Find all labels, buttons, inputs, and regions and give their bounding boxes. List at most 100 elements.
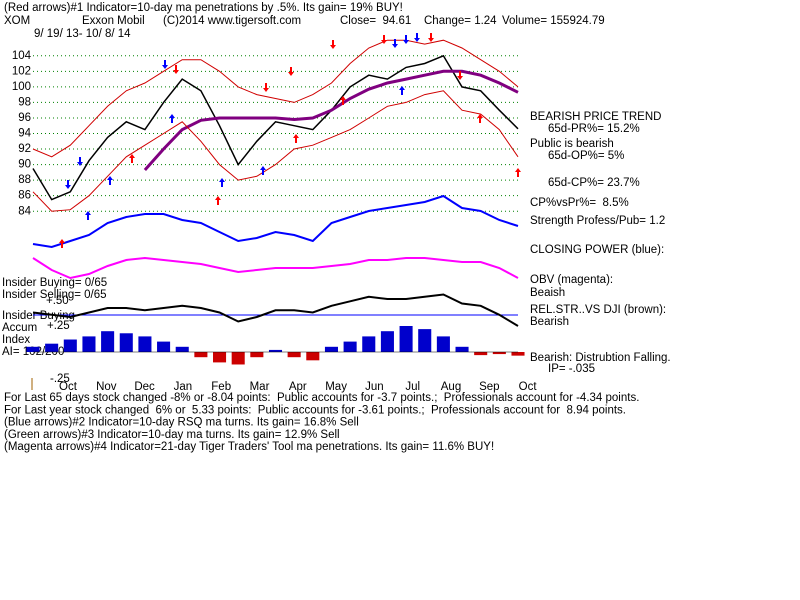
signal-arrow: [65, 180, 71, 189]
note: Bearish: [530, 316, 569, 328]
volume: Volume= 155924.79: [502, 15, 605, 27]
footer-line: For Last 65 days stock changed -8% or -8…: [4, 392, 639, 404]
accum-bar: [82, 336, 96, 352]
date-range: 9/ 19/ 13- 10/ 8/ 14: [34, 28, 131, 40]
signal-arrow: [263, 83, 269, 92]
signal-arrow: [59, 239, 65, 248]
axis-note: +.25: [47, 320, 70, 332]
note: OBV (magenta):: [530, 274, 613, 286]
y-tick-label: 98: [18, 96, 31, 108]
series-line: [32, 39, 519, 158]
signal-arrow: [477, 114, 483, 123]
note: 65d-PR%= 15.2%: [548, 123, 640, 135]
accum-bar: [45, 343, 59, 352]
x-tick-label: May: [325, 381, 347, 393]
accum-bar: [231, 352, 245, 365]
y-tick-label: 92: [18, 143, 31, 155]
accum-bar: [455, 346, 469, 352]
accum-bar: [101, 331, 115, 352]
note: Public is bearish: [530, 138, 614, 150]
accum-bar: [119, 333, 133, 352]
y-tick-label: 86: [18, 190, 31, 202]
note: REL.STR..VS DJI (brown):: [530, 304, 666, 316]
accum-bar: [194, 352, 208, 358]
close: Close= 94.61: [340, 15, 411, 27]
signal-arrow: [403, 35, 409, 44]
x-tick-label: Dec: [134, 381, 155, 393]
accum-bar: [380, 331, 394, 352]
note: Strength Profess/Pub= 1.2: [530, 215, 665, 227]
signal-arrow: [107, 176, 113, 185]
accum-bar: [474, 352, 488, 356]
x-tick-label: Jan: [174, 381, 193, 393]
accum-bar: [287, 352, 301, 358]
accum-bar: [511, 352, 525, 356]
accum-bar: [492, 352, 506, 355]
y-tick-label: 100: [12, 81, 31, 93]
note: BEARISH PRICE TREND: [530, 111, 661, 123]
signal-arrow: [414, 33, 420, 42]
accum-bar: [175, 346, 189, 352]
signal-arrow: [173, 65, 179, 74]
accum-bar: [63, 339, 77, 352]
x-tick-label: Jun: [365, 381, 384, 393]
x-tick-label: Nov: [96, 381, 117, 393]
signal-arrow: [293, 134, 299, 143]
note: Index: [2, 334, 30, 346]
note: CP%vsPr%= 8.5%: [530, 197, 629, 209]
x-tick-label: Apr: [289, 381, 307, 393]
accum-bar: [399, 326, 413, 352]
x-tick-label: Jul: [405, 381, 420, 393]
accum-bar: [418, 329, 432, 352]
signal-arrow: [515, 168, 521, 177]
accum-bar: [362, 336, 376, 352]
signal-arrow: [85, 211, 91, 220]
signal-arrow: [260, 166, 266, 175]
signal-arrow: [219, 178, 225, 187]
y-tick-label: 102: [12, 65, 31, 77]
note: CLOSING POWER (blue):: [530, 244, 664, 256]
accum-bar: [343, 341, 357, 352]
accum-bar: [157, 341, 171, 352]
signal-arrow: [215, 196, 221, 205]
series-line: [32, 194, 519, 249]
series-line: [32, 293, 519, 327]
note: Accum: [2, 322, 37, 334]
accum-bar: [306, 352, 320, 361]
signal-arrow: [399, 86, 405, 95]
signal-arrow: [428, 33, 434, 42]
signal-arrow: [330, 40, 336, 49]
signal-arrow: [129, 154, 135, 163]
accum-bar: [26, 346, 40, 352]
footer-line: (Blue arrows)#2 Indicator=10-day RSQ ma …: [4, 417, 359, 429]
series-line: [143, 69, 519, 171]
signal-arrow: [288, 67, 294, 76]
copyright: (C)2014 www.tigersoft.com: [163, 15, 301, 27]
company: Exxon Mobil: [82, 15, 145, 27]
signal-arrow: [162, 60, 168, 69]
x-tick-label: Aug: [441, 381, 461, 393]
axis-note: +.50: [46, 295, 69, 307]
x-tick-label: Mar: [250, 381, 270, 393]
accum-bar: [213, 352, 227, 363]
note: 65d-CP%= 23.7%: [548, 177, 640, 189]
series-line: [32, 54, 519, 201]
signal-arrow: [457, 71, 463, 80]
change: Change= 1.24: [424, 15, 497, 27]
y-tick-label: 88: [18, 174, 31, 186]
note: Beaish: [530, 287, 565, 299]
footer-line: For Last year stock changed 6% or 5.33 p…: [4, 404, 626, 416]
axis-note: -.25: [50, 373, 70, 385]
signal-arrow: [381, 35, 387, 44]
symbol: XOM: [4, 15, 30, 27]
x-tick-label: Oct: [59, 381, 78, 393]
signal-arrow: [77, 157, 83, 166]
signal-arrow: [392, 39, 398, 48]
series-line: [32, 90, 519, 212]
footer-line: (Green arrows)#3 Indicator=10-day ma tur…: [4, 429, 340, 441]
accum-bar: [324, 346, 338, 352]
y-tick-label: 84: [18, 205, 31, 217]
note: Bearish: Distrubtion Falling.: [530, 352, 671, 364]
series-line: [32, 256, 519, 280]
